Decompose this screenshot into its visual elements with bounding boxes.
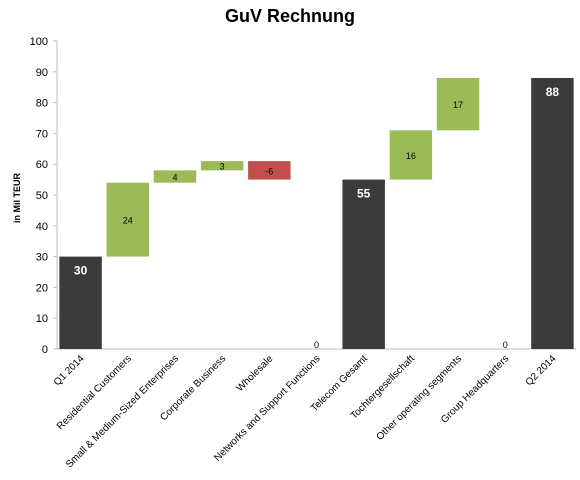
data-label: 17 [453, 100, 463, 110]
bar [59, 256, 102, 349]
bar [200, 161, 244, 171]
y-tick-label: 0 [42, 344, 48, 356]
data-label: 3 [220, 162, 225, 172]
data-labels: 30 24 4 3 -6 0 55 16 17 0 88 [74, 85, 559, 350]
chart-title: GuV Rechnung [225, 6, 355, 26]
bar [389, 130, 433, 180]
y-tick-label: 60 [36, 159, 48, 171]
y-tick-label: 70 [36, 128, 48, 140]
x-tick-label: Networks and Support Functions [212, 353, 322, 463]
y-tick-label: 100 [30, 36, 48, 48]
data-label: 16 [406, 151, 416, 161]
y-axis-label: in Mil TEUR [12, 173, 22, 223]
y-tick-label: 50 [36, 190, 48, 202]
bar [248, 161, 291, 180]
data-label: 0 [503, 340, 508, 350]
y-tick-label: 10 [36, 313, 48, 325]
y-tick-label: 90 [36, 67, 48, 79]
data-label: 88 [546, 85, 560, 99]
data-label: 24 [123, 216, 133, 226]
bar [436, 77, 480, 131]
data-label: 30 [74, 264, 88, 278]
bars [59, 77, 574, 350]
data-label: -6 [265, 166, 273, 176]
y-tick-label: 30 [36, 252, 48, 264]
x-tick-label: Other operating segments [375, 353, 465, 443]
x-tick-label: Q2 2014 [524, 353, 559, 388]
y-tick-label: 20 [36, 282, 48, 294]
x-tick-label: Q1 2014 [52, 353, 87, 388]
data-label: 0 [314, 340, 319, 350]
x-tick-label: Wholesale [235, 353, 276, 394]
data-label: 55 [357, 187, 371, 201]
y-tick-label: 40 [36, 221, 48, 233]
y-tick-label: 80 [36, 98, 48, 110]
bar [531, 77, 574, 350]
bar [106, 182, 150, 257]
bar [153, 170, 197, 183]
data-label: 4 [172, 173, 177, 183]
bar [342, 179, 385, 349]
